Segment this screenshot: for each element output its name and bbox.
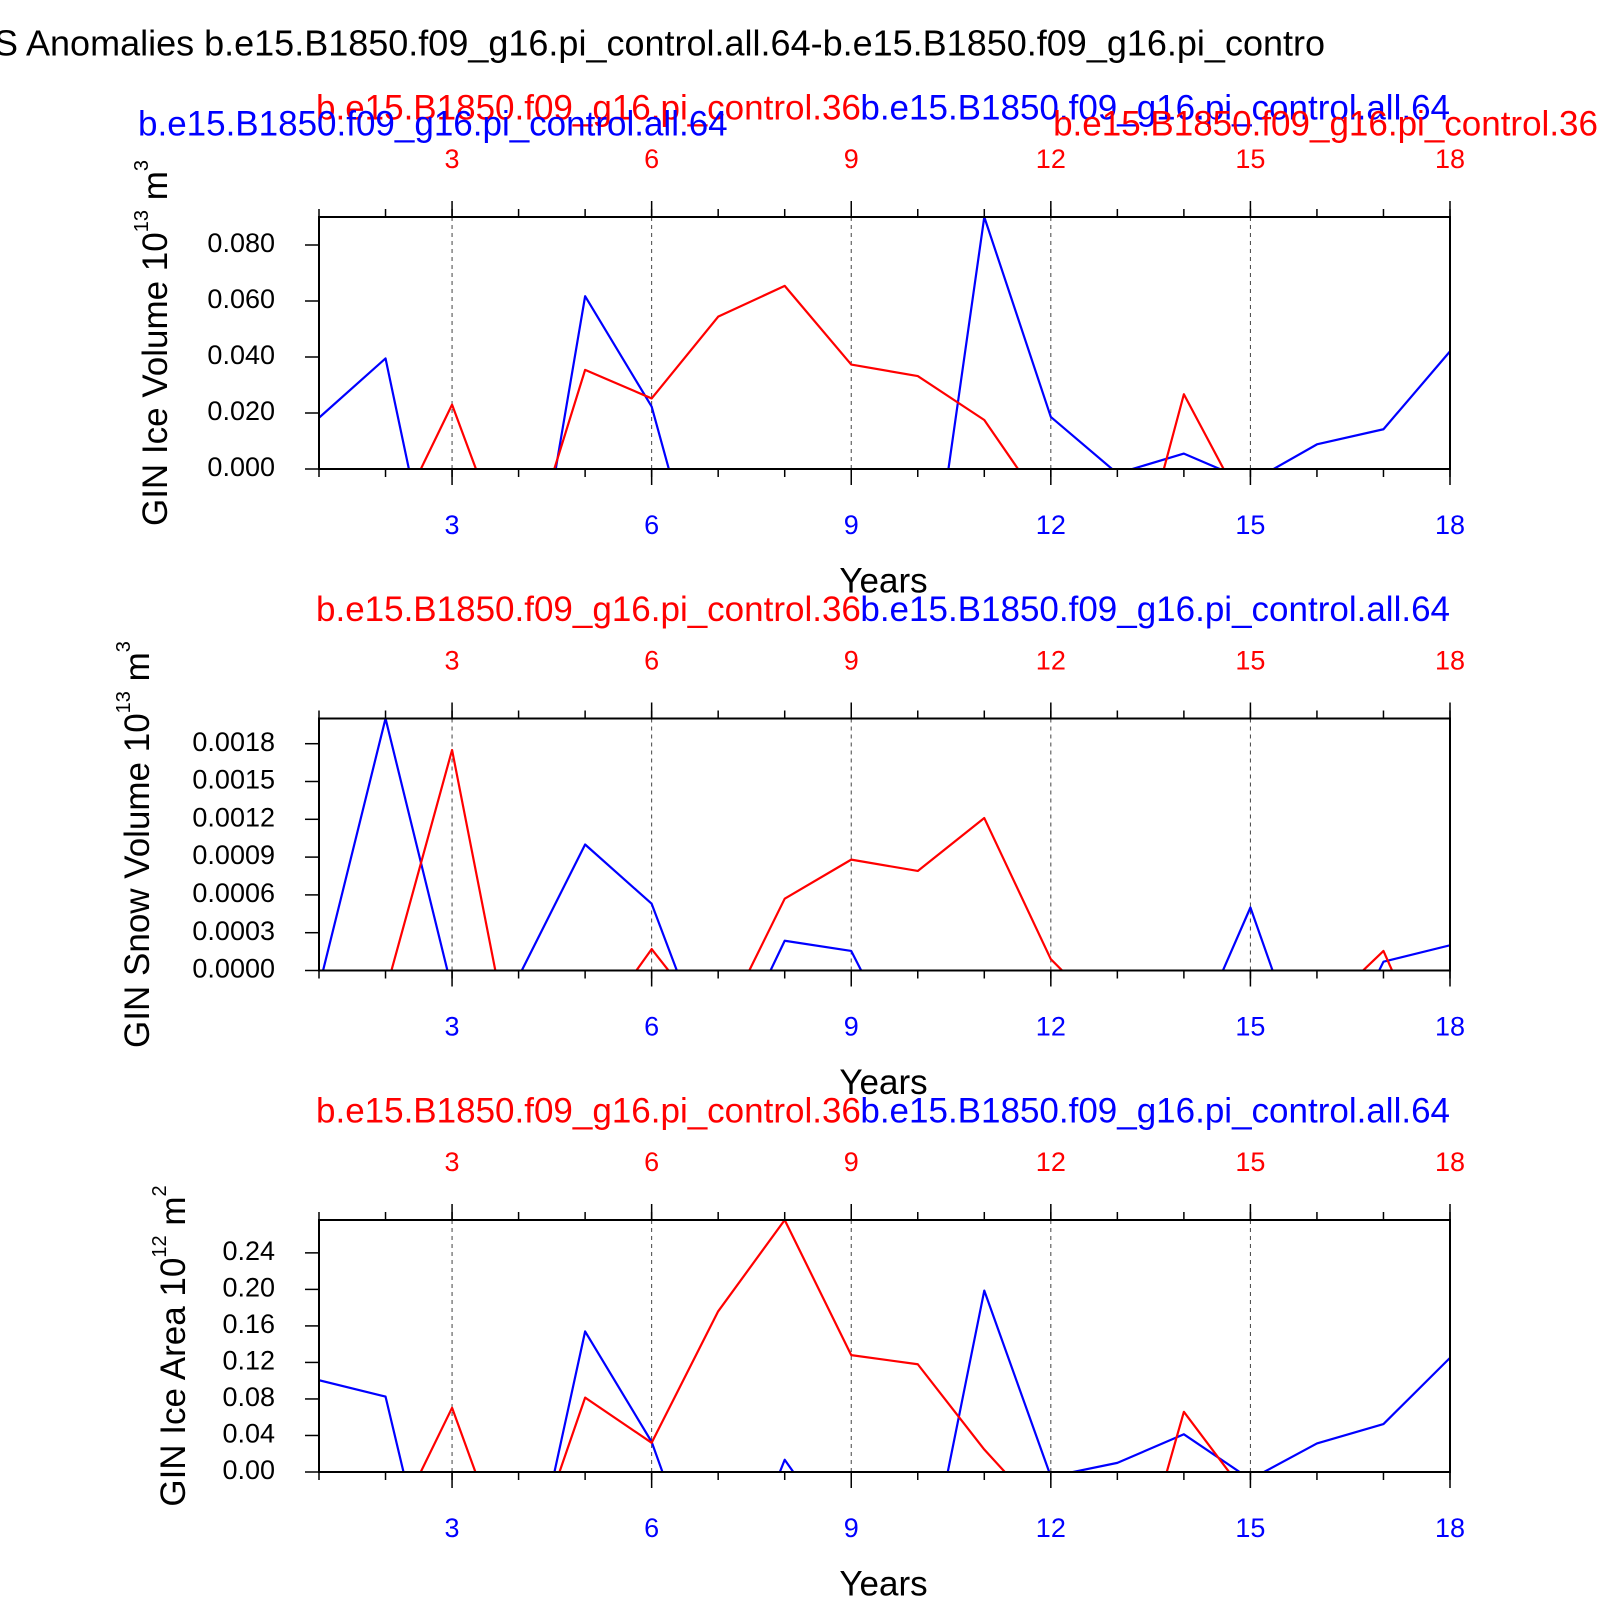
y-axis-label-part: m <box>136 171 175 210</box>
y-tick-label: 0.0015 <box>192 765 275 795</box>
x-top-tick-label: 3 <box>445 646 460 676</box>
x-top-tick-label: 18 <box>1435 646 1465 676</box>
y-tick-label: 0.000 <box>207 452 275 482</box>
legend-label: b.e15.B1850.f09_g16.pi_control.36 <box>316 590 861 629</box>
x-top-tick-label: 6 <box>644 144 659 174</box>
y-axis-label-part: m <box>118 652 157 691</box>
y-tick-label: 0.080 <box>207 228 275 258</box>
x-tick-label: 6 <box>644 1012 659 1042</box>
x-top-tick-label: 18 <box>1435 1147 1465 1177</box>
x-tick-label: 9 <box>844 1012 859 1042</box>
x-top-tick-label: 9 <box>844 646 859 676</box>
x-tick-label: 15 <box>1235 1012 1265 1042</box>
legend-label: b.e15.B1850.f09_g16.pi_control.36 <box>316 88 861 127</box>
legend-label: b.e15.B1850.f09_g16.pi_control.all.64 <box>138 104 728 143</box>
x-top-tick-label: 3 <box>445 144 460 174</box>
y-tick-label: 0.00 <box>222 1455 275 1485</box>
x-top-tick-label: 12 <box>1036 144 1066 174</box>
x-top-tick-label: 6 <box>644 1147 659 1177</box>
y-tick-label: 0.0003 <box>192 916 275 946</box>
x-tick-label: 18 <box>1435 1513 1465 1543</box>
x-tick-label: 15 <box>1235 510 1265 540</box>
y-tick-label: 0.020 <box>207 396 275 426</box>
plot-frame <box>318 216 1451 470</box>
x-top-tick-label: 12 <box>1036 646 1066 676</box>
y-axis-label: GIN Ice Area 1012 m2 <box>149 1185 193 1506</box>
x-top-tick-label: 12 <box>1036 1147 1066 1177</box>
x-tick-label: 6 <box>644 1513 659 1543</box>
y-tick-label: 0.0000 <box>192 954 275 984</box>
y-tick-label: 0.0018 <box>192 727 275 757</box>
x-top-tick-label: 15 <box>1235 646 1265 676</box>
x-top-tick-label: 6 <box>644 646 659 676</box>
y-tick-label: 0.0009 <box>192 840 275 870</box>
legend-label: b.e15.B1850.f09_g16.pi_control.36 <box>316 1091 861 1130</box>
x-tick-label: 3 <box>445 510 460 540</box>
plot-frame <box>318 717 1451 972</box>
x-tick-label: 12 <box>1036 1513 1066 1543</box>
x-top-tick-label: 15 <box>1235 144 1265 174</box>
x-top-tick-label: 9 <box>844 1147 859 1177</box>
x-tick-label: 12 <box>1036 1012 1066 1042</box>
y-tick-label: 0.24 <box>222 1236 275 1266</box>
y-tick-label: 0.16 <box>222 1309 275 1339</box>
y-tick-label: 0.0012 <box>192 802 275 832</box>
x-tick-label: 6 <box>644 510 659 540</box>
plot-frame <box>318 1219 1451 1473</box>
x-axis-label: Years <box>839 1063 927 1102</box>
x-top-tick-label: 18 <box>1435 144 1465 174</box>
series-line <box>390 748 1394 971</box>
x-tick-label: 9 <box>844 510 859 540</box>
y-axis-label-part: GIN Ice Area 10 <box>154 1258 193 1507</box>
x-top-tick-label: 15 <box>1235 1147 1265 1177</box>
y-axis-label-exponent: 12 <box>149 1235 171 1257</box>
y-axis-label-exponent: 2 <box>149 1185 171 1196</box>
x-tick-label: 9 <box>844 1513 859 1543</box>
y-axis-label: GIN Snow Volume 1013 m3 <box>113 641 157 1048</box>
y-tick-label: 0.12 <box>222 1346 275 1376</box>
legend-label: b.e15.B1850.f09_g16.pi_control.36 <box>1053 104 1598 143</box>
series-line <box>319 1289 1450 1472</box>
legend-label: b.e15.B1850.f09_g16.pi_control.all.64 <box>860 88 1450 127</box>
series-line <box>419 284 1225 469</box>
x-tick-label: 12 <box>1036 510 1066 540</box>
x-tick-label: 18 <box>1435 1012 1465 1042</box>
y-axis-label-exponent: 3 <box>131 160 153 171</box>
y-axis-label: GIN Ice Volume 1013 m3 <box>131 160 175 526</box>
y-tick-label: 0.20 <box>222 1273 275 1303</box>
legend-label: b.e15.B1850.f09_g16.pi_control.all.64 <box>860 1091 1450 1130</box>
x-top-tick-label: 3 <box>445 1147 460 1177</box>
y-axis-label-exponent: 13 <box>113 691 135 713</box>
y-axis-label-part: GIN Ice Volume 10 <box>136 232 175 526</box>
series-line <box>321 718 1450 971</box>
x-tick-label: 3 <box>445 1012 460 1042</box>
series-line <box>419 1220 1231 1472</box>
y-tick-label: 0.040 <box>207 340 275 370</box>
x-tick-label: 18 <box>1435 510 1465 540</box>
x-top-tick-label: 9 <box>844 144 859 174</box>
x-axis-label: Years <box>839 1564 927 1600</box>
y-axis-label-exponent: 3 <box>113 641 135 652</box>
y-tick-label: 0.0006 <box>192 878 275 908</box>
y-axis-label-part: GIN Snow Volume 10 <box>118 713 157 1048</box>
legend-label: b.e15.B1850.f09_g16.pi_control.all.64 <box>860 590 1450 629</box>
x-tick-label: 15 <box>1235 1513 1265 1543</box>
x-tick-label: 3 <box>445 1513 460 1543</box>
y-axis-label-part: m <box>154 1196 193 1235</box>
y-tick-label: 0.08 <box>222 1382 275 1412</box>
x-axis-label: Years <box>839 561 927 600</box>
y-tick-label: 0.060 <box>207 284 275 314</box>
y-tick-label: 0.04 <box>222 1419 275 1449</box>
y-axis-label-exponent: 13 <box>131 210 153 232</box>
chart-title: S Anomalies b.e15.B1850.f09_g16.pi_contr… <box>0 23 1325 64</box>
